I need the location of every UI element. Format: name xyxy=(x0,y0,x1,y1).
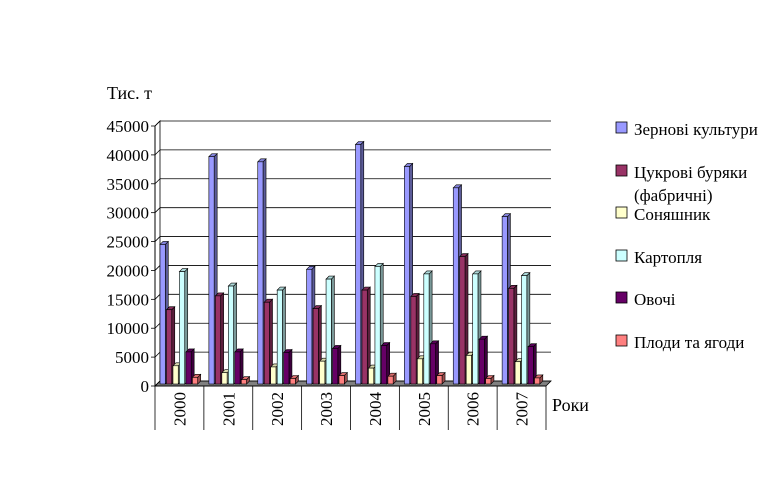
bar xyxy=(436,371,446,385)
gridline-side xyxy=(154,120,161,127)
x-tick-label: 2003 xyxy=(317,392,336,426)
gridline-side xyxy=(154,236,161,242)
x-axis-ticks: 2000 2001 2002 2003 2004 2005 2006 2007 xyxy=(154,386,547,430)
y-tick-label: 20000 xyxy=(107,261,150,280)
y-tick-label: 10000 xyxy=(107,319,150,338)
side-wall xyxy=(154,120,161,387)
x-tick-label: 2000 xyxy=(170,392,189,426)
legend-item: Овочі xyxy=(615,290,676,309)
gridline-side xyxy=(154,380,161,387)
gridline-side xyxy=(154,351,161,358)
bar xyxy=(214,292,225,385)
bar xyxy=(484,374,495,385)
legend-item: Плоди та ягоди xyxy=(615,333,744,352)
gridline-side xyxy=(154,294,161,300)
legend-label: Соняшник xyxy=(634,205,711,224)
legend-item: Цукрові буряки (фабричні) xyxy=(615,163,747,205)
x-axis-label: Роки xyxy=(552,395,589,415)
legend-swatch xyxy=(615,164,628,177)
x-tick-label: 2005 xyxy=(415,392,434,426)
legend-swatch xyxy=(615,249,628,262)
y-tick-label: 45000 xyxy=(107,117,150,136)
bars xyxy=(159,140,544,385)
x-tick-label: 2002 xyxy=(268,392,287,426)
y-axis-ticks: 0 5000 10000 15000 20000 25000 30000 35000 40000… xyxy=(107,117,155,396)
legend-swatch xyxy=(615,121,628,134)
y-tick-label: 30000 xyxy=(107,204,150,223)
y-axis-label: Тис. т xyxy=(107,83,152,103)
y-tick-label: 40000 xyxy=(107,146,150,165)
x-tick-label: 2007 xyxy=(513,392,532,427)
legend-label: Картопля xyxy=(634,248,702,267)
bar xyxy=(387,372,397,385)
bar xyxy=(185,348,195,385)
gridline-side xyxy=(154,265,161,271)
bar xyxy=(533,374,544,385)
legend-item: Соняшник xyxy=(615,205,711,224)
y-tick-label: 5000 xyxy=(115,348,149,367)
bar xyxy=(289,374,300,385)
y-tick-label: 15000 xyxy=(107,290,150,309)
legend-label: Зернові культури xyxy=(634,120,758,139)
bar xyxy=(338,371,349,385)
y-tick-label: 35000 xyxy=(107,175,150,194)
y-tick-label: 0 xyxy=(141,377,150,396)
x-tick-label: 2004 xyxy=(366,392,385,427)
gridline-side xyxy=(154,207,161,213)
gridline-side xyxy=(154,149,161,156)
legend-item: Картопля xyxy=(615,248,702,267)
bar xyxy=(240,375,251,385)
legend-label: Цукрові буряки (фабричні) xyxy=(634,163,747,205)
x-tick-label: 2001 xyxy=(219,392,238,426)
legend-label: Плоди та ягоди xyxy=(634,333,744,352)
bar xyxy=(191,373,202,385)
bar xyxy=(478,335,489,385)
legend-swatch xyxy=(615,334,628,347)
bar xyxy=(527,342,538,385)
legend-label: Овочі xyxy=(634,290,676,309)
gridline-side xyxy=(154,178,161,185)
bar xyxy=(234,348,244,385)
legend-item: Зернові культури xyxy=(615,120,758,139)
bar xyxy=(312,304,323,385)
legend: Зернові культури Цукрові буряки (фабричні)… xyxy=(615,120,758,352)
y-tick-label: 25000 xyxy=(107,233,150,252)
legend-swatch xyxy=(615,206,628,219)
gridline-side xyxy=(154,322,161,329)
x-tick-label: 2006 xyxy=(464,392,483,426)
legend-swatch xyxy=(615,291,628,304)
